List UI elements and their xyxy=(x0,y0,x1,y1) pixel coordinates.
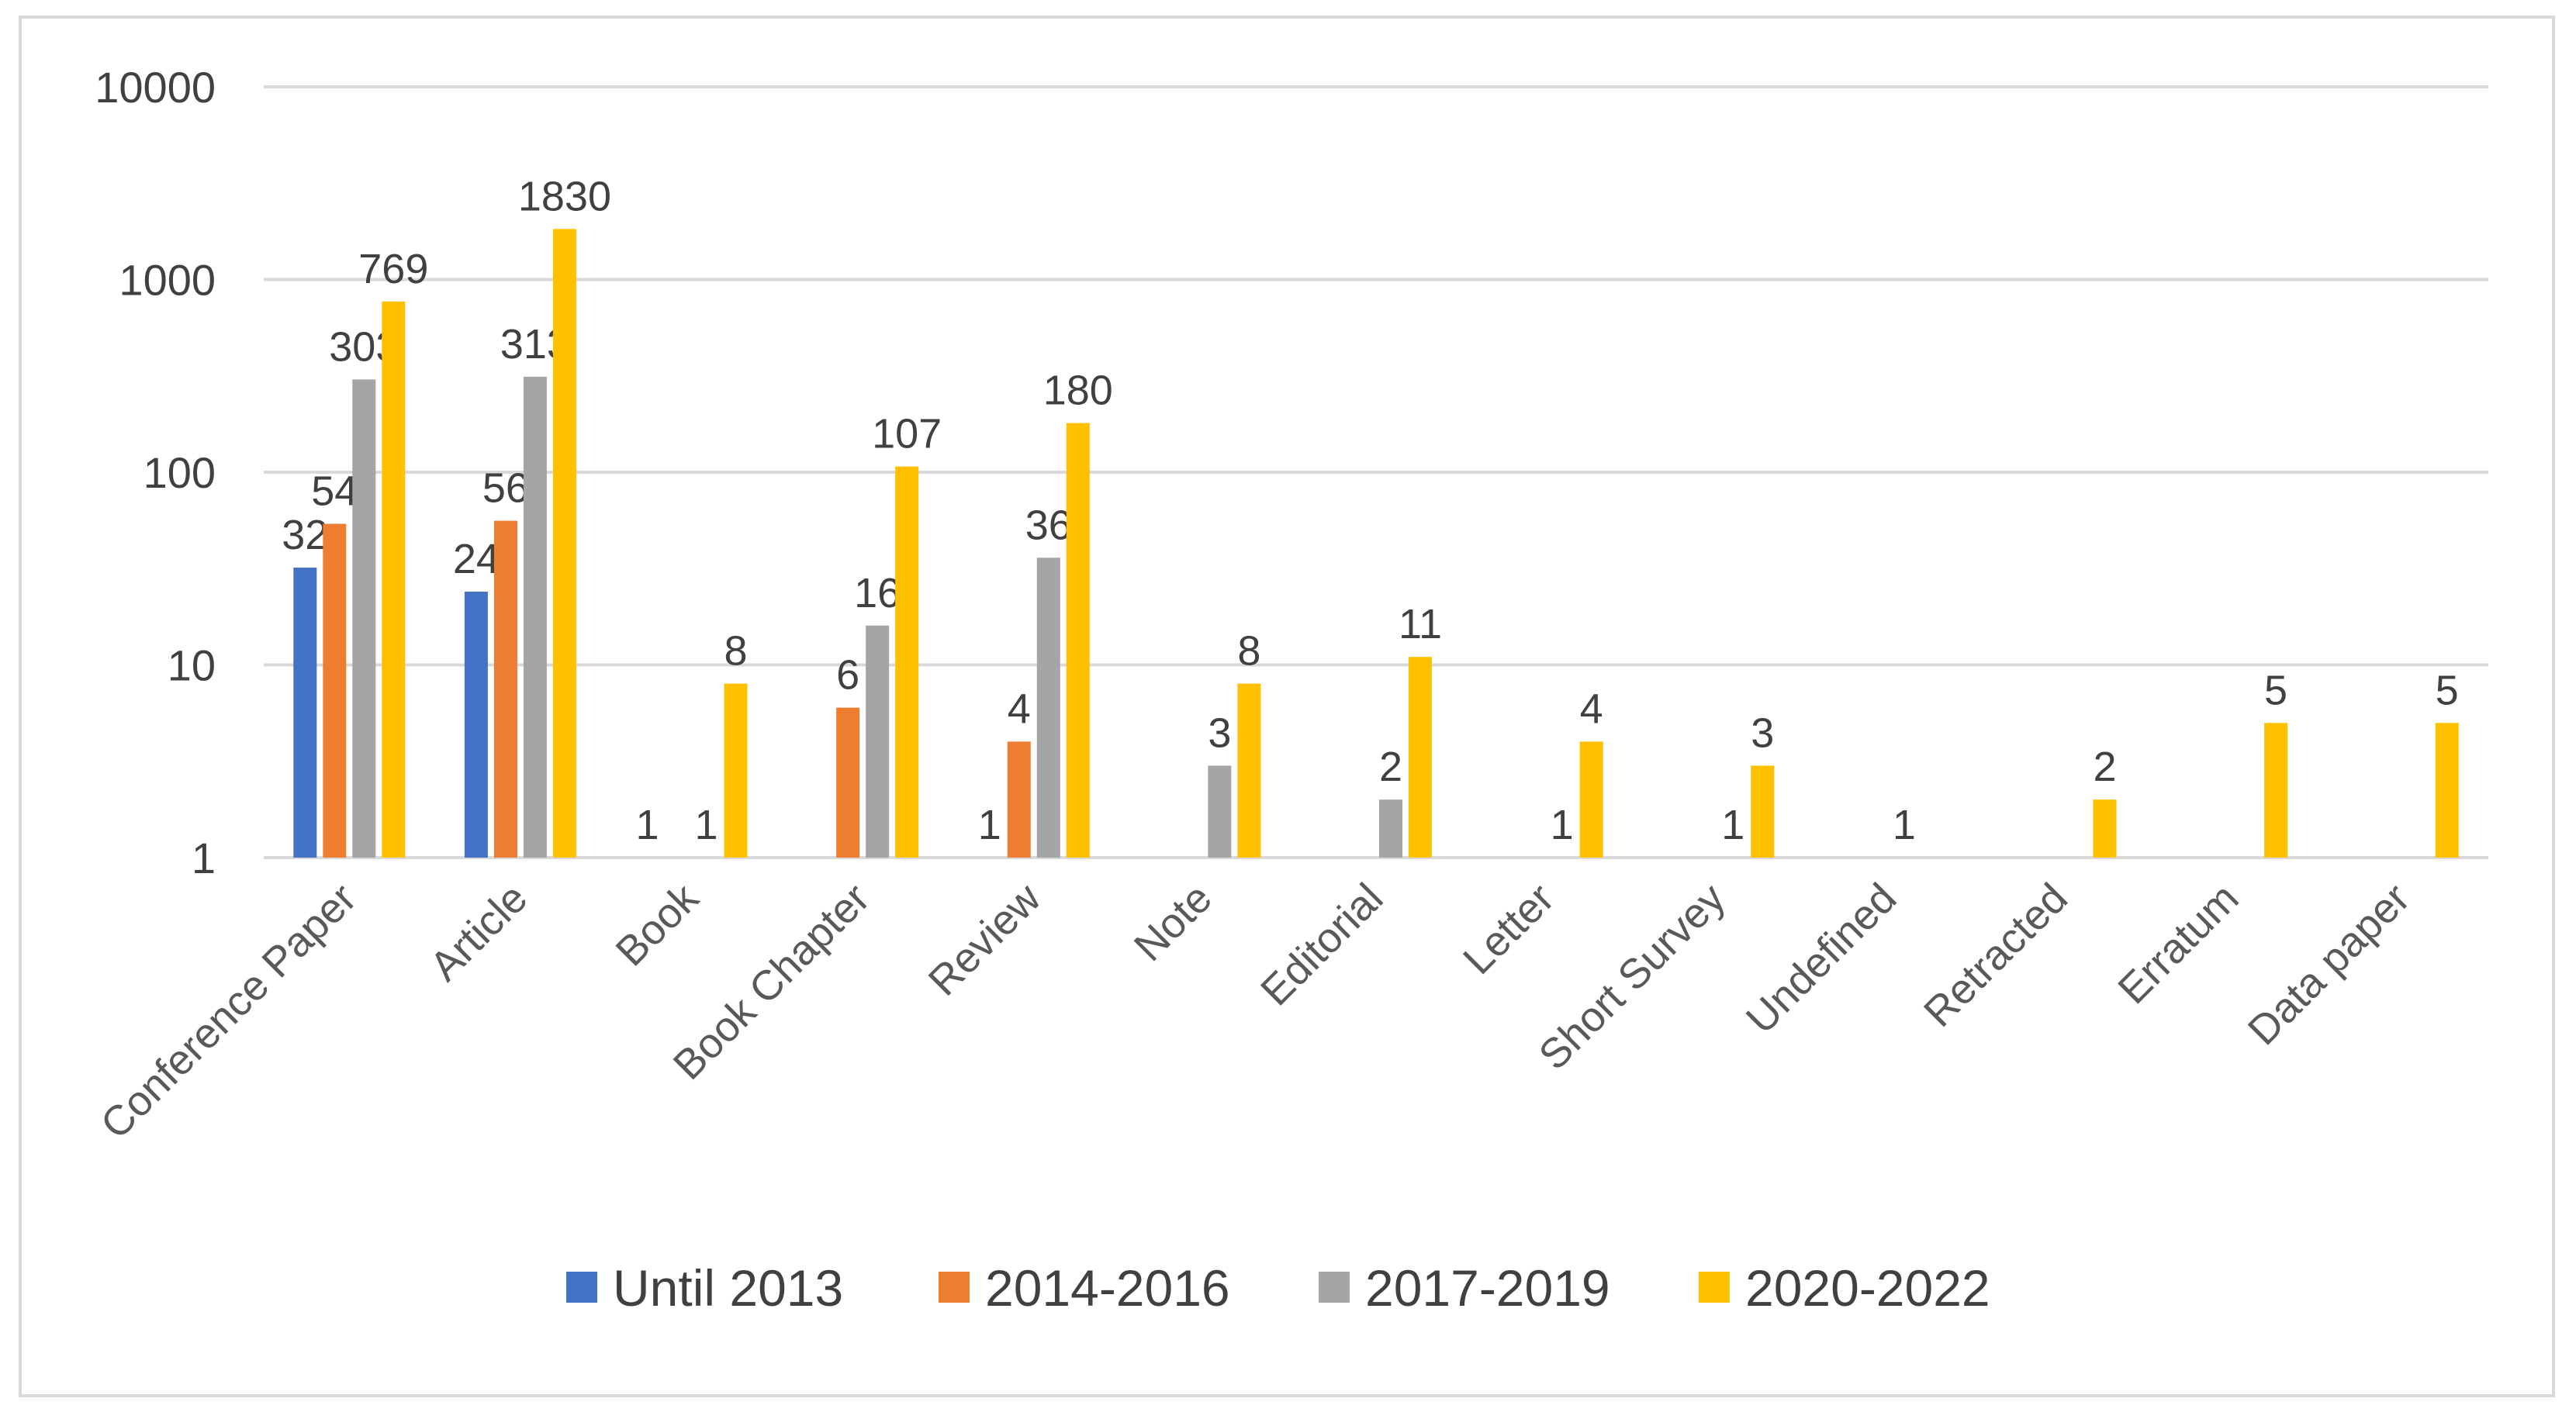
bar xyxy=(1066,423,1090,858)
bar xyxy=(1208,765,1232,858)
y-tick-label: 1 xyxy=(192,834,216,882)
category-label: Data paper xyxy=(2239,875,2419,1054)
bar xyxy=(1237,683,1261,858)
category-label: Retracted xyxy=(1915,875,2076,1036)
data-label: 6 xyxy=(836,652,859,699)
bar xyxy=(464,592,488,858)
bar xyxy=(2435,723,2459,858)
bar xyxy=(895,466,919,858)
legend-swatch xyxy=(939,1272,970,1303)
bar xyxy=(293,567,317,858)
category-label: Article xyxy=(421,875,537,990)
data-label: 769 xyxy=(358,246,428,292)
data-label: 4 xyxy=(1580,685,1603,732)
bar xyxy=(1409,657,1432,858)
data-label: 56 xyxy=(482,465,529,512)
bar xyxy=(523,376,547,858)
legend-label: 2014-2016 xyxy=(985,1259,1230,1317)
data-label: 1 xyxy=(1551,802,1574,848)
category-label: Conference Paper xyxy=(92,875,365,1148)
data-label: 1 xyxy=(978,802,1001,848)
data-label: 4 xyxy=(1008,685,1031,732)
legend-swatch xyxy=(1319,1272,1350,1303)
legend-swatch xyxy=(1699,1272,1730,1303)
category-label: Undefined xyxy=(1738,875,1906,1043)
data-label: 1 xyxy=(636,802,659,848)
data-label: 3 xyxy=(1208,710,1231,756)
data-label: 180 xyxy=(1043,368,1113,414)
y-tick-label: 10 xyxy=(168,641,216,690)
legend-label: 2017-2019 xyxy=(1365,1259,1610,1317)
data-label: 107 xyxy=(872,411,942,457)
bar xyxy=(2093,799,2117,858)
data-label: 2 xyxy=(1379,744,1402,790)
category-label: Note xyxy=(1125,875,1221,970)
bar xyxy=(352,379,376,858)
bar xyxy=(1579,741,1603,858)
data-label: 1 xyxy=(695,802,718,848)
chart-frame: 1 10 100 1000 10000 32 24 1 1 54 56 6 4 303 313 1 16 36 3 2… xyxy=(19,16,2555,1397)
legend-swatch xyxy=(566,1272,597,1303)
bar xyxy=(2264,723,2288,858)
data-label: 8 xyxy=(724,628,748,675)
data-label: 54 xyxy=(311,468,358,515)
bar xyxy=(1379,799,1402,858)
data-label: 36 xyxy=(1025,502,1072,548)
data-label: 2 xyxy=(2093,744,2116,790)
bar xyxy=(1007,741,1031,858)
data-label: 11 xyxy=(1399,601,1442,647)
data-label: 1830 xyxy=(518,173,611,219)
bar xyxy=(1036,558,1060,858)
bar xyxy=(836,707,860,858)
y-tick-label: 100 xyxy=(143,448,216,497)
category-label: Review xyxy=(920,874,1050,1004)
data-label: 8 xyxy=(1237,628,1260,675)
category-label: Letter xyxy=(1454,875,1563,983)
bar xyxy=(724,683,748,858)
data-label: 32 xyxy=(282,512,328,558)
data-label: 3 xyxy=(1751,710,1774,756)
bar xyxy=(552,229,576,858)
category-label: Erratum xyxy=(2109,875,2247,1013)
data-label: 5 xyxy=(2436,667,2459,713)
y-tick-label: 1000 xyxy=(119,256,216,305)
data-label: 1 xyxy=(1721,802,1744,848)
y-tick-label: 10000 xyxy=(95,63,216,112)
bar xyxy=(382,301,406,858)
data-label: 5 xyxy=(2264,667,2287,713)
category-label: Book xyxy=(607,874,708,975)
bar xyxy=(1751,765,1775,858)
data-label: 16 xyxy=(854,570,901,616)
data-label: 24 xyxy=(453,536,500,582)
legend-label: 2020-2022 xyxy=(1745,1259,1990,1317)
data-label: 1 xyxy=(1893,802,1916,848)
bar xyxy=(866,625,890,858)
bar xyxy=(323,523,347,858)
category-label: Editorial xyxy=(1252,875,1392,1014)
legend-label: Until 2013 xyxy=(613,1259,843,1317)
bar xyxy=(493,520,517,858)
